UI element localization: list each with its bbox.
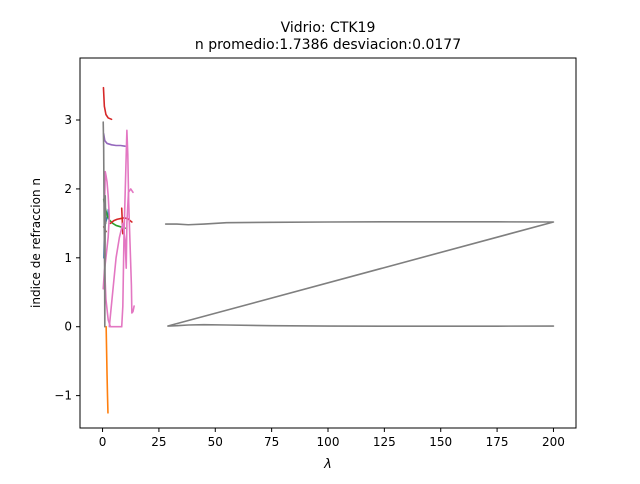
x-tick-label: 50	[208, 435, 223, 449]
x-ticks: 0 25 50 75 100 125 150 175 200	[99, 428, 565, 449]
y-tick-label: 0	[64, 320, 72, 334]
x-axis-label: λ	[323, 457, 332, 472]
y-tick-label: 1	[64, 251, 72, 265]
series-line-12	[102, 121, 107, 328]
x-tick-label: 0	[99, 435, 107, 449]
x-tick-label: 200	[542, 435, 565, 449]
series-line-4	[102, 86, 113, 121]
x-tick-label: 25	[151, 435, 166, 449]
x-tick-label: 175	[486, 435, 509, 449]
plot-area	[80, 58, 576, 428]
series-line-11	[108, 188, 134, 328]
y-tick-label: −1	[54, 389, 72, 403]
x-tick-label: 100	[317, 435, 340, 449]
series-line-9	[102, 170, 123, 328]
chart-title: Vidrio: CTK19	[281, 20, 376, 36]
series-layer	[102, 86, 555, 414]
x-tick-label: 150	[429, 435, 452, 449]
series-line-7	[102, 132, 126, 147]
series-line-13	[164, 220, 555, 328]
y-ticks: −1 0 1 2 3	[54, 113, 80, 403]
plot-frame	[79, 57, 577, 429]
chart-subtitle: n promedio:1.7386 desviacion:0.0177	[195, 37, 461, 53]
y-tick-label: 3	[64, 113, 72, 127]
x-tick-label: 125	[373, 435, 396, 449]
x-tick-label: 75	[264, 435, 279, 449]
y-tick-label: 2	[64, 182, 72, 196]
y-axis-label: indice de refraccion n	[29, 178, 43, 308]
series-line-2	[105, 325, 109, 414]
